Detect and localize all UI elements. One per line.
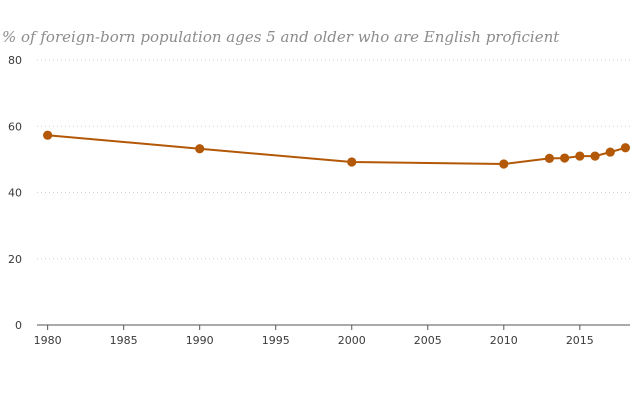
x-tick-label: 2010: [490, 334, 518, 347]
data-point: [195, 144, 205, 154]
y-tick-label: 60: [8, 120, 22, 133]
data-point: [347, 157, 357, 167]
x-tick-label: 1995: [262, 334, 290, 347]
data-point: [605, 147, 615, 157]
data-point: [590, 151, 600, 161]
data-point: [499, 159, 509, 169]
y-tick-label: 0: [15, 319, 22, 332]
x-tick-label: 1990: [186, 334, 214, 347]
x-tick-label: 1985: [110, 334, 138, 347]
y-tick-label: 20: [8, 253, 22, 266]
x-tick-label: 2000: [338, 334, 366, 347]
y-tick-label: 40: [8, 187, 22, 200]
chart-title: % of foreign-born population ages 5 and …: [2, 28, 560, 46]
series-line: [47, 134, 626, 165]
data-point: [544, 153, 555, 163]
x-tick-label: 2005: [414, 334, 442, 347]
x-tick-label: 2015: [566, 334, 594, 347]
x-tick-label: 1980: [34, 334, 62, 347]
y-tick-label: 80: [8, 54, 22, 67]
data-point: [575, 151, 585, 161]
data-point: [560, 153, 570, 163]
data-point: [620, 143, 631, 153]
data-point: [43, 130, 53, 140]
